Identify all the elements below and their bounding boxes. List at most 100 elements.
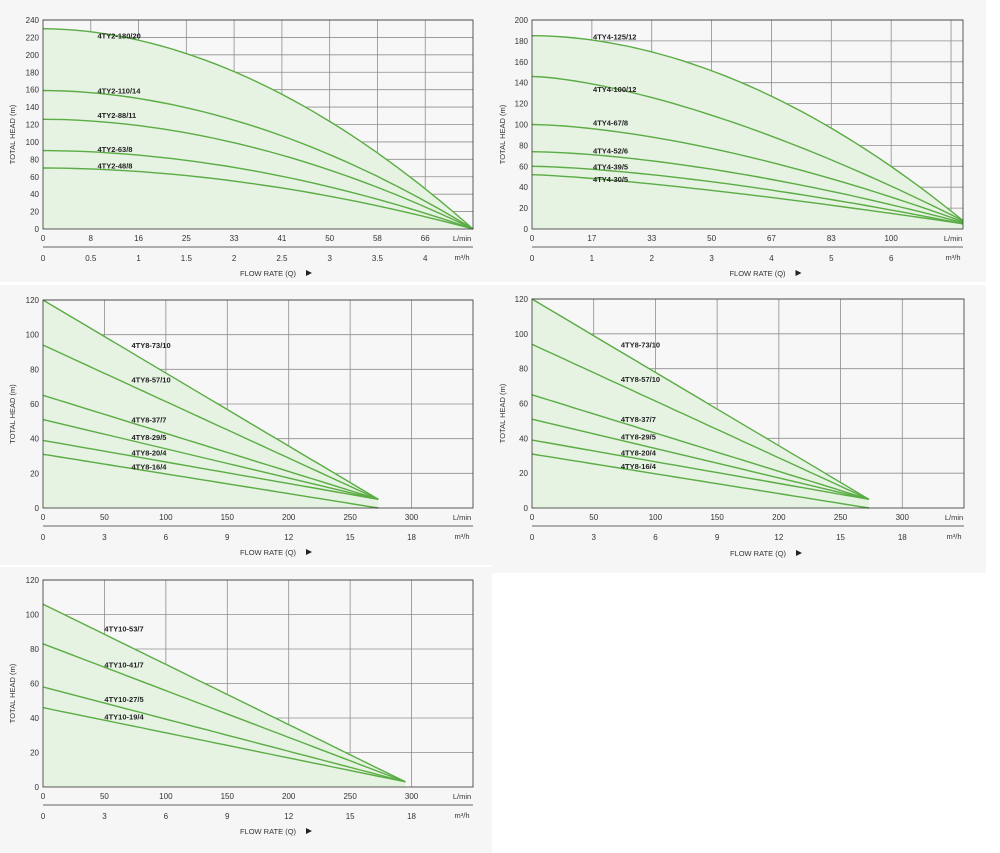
y-tick-label: 220 (26, 33, 40, 42)
x-tick-label: 200 (282, 792, 296, 801)
y-tick-label: 40 (30, 714, 39, 723)
x2-tick-label: 0 (530, 533, 535, 542)
series-line-4ty4-125-12 (531, 35, 964, 222)
y-tick-label: 0 (35, 225, 40, 234)
series-line-4ty4-39-5 (531, 165, 964, 225)
x2-tick-label: 6 (889, 254, 894, 263)
series-label: 4TY8-29/5 (131, 433, 166, 442)
x-tick-label: 150 (710, 513, 724, 522)
series-label: 4TY8-20/4 (131, 449, 167, 458)
x-tick-label: 200 (282, 513, 296, 522)
y-tick-label: 120 (515, 295, 529, 304)
x2-tick-label: 4 (769, 254, 774, 263)
x-tick-label: 150 (221, 792, 235, 801)
series-label: 4TY2-110/14 (97, 87, 141, 96)
y-axis-arrow-icon (10, 630, 15, 638)
x2-tick-label: 1 (136, 254, 141, 263)
x-tick-label: 67 (767, 234, 776, 243)
y-tick-label: 80 (519, 141, 528, 150)
x-axis-arrow-icon (796, 550, 802, 556)
y-tick-label: 120 (26, 121, 40, 130)
y-tick-label: 60 (519, 162, 528, 171)
series-line-4ty4-67-8 (531, 123, 964, 223)
x2-tick-label: 0 (41, 533, 46, 542)
x2-tick-label: 3 (709, 254, 714, 263)
x-tick-label: 100 (159, 792, 173, 801)
y-tick-label: 100 (26, 611, 40, 620)
series-label: 4TY8-57/10 (131, 376, 170, 385)
plot-border (42, 299, 474, 509)
y-axis-arrow-icon (10, 71, 15, 79)
x-tick-label: 150 (221, 513, 235, 522)
x2-tick-label: 9 (225, 812, 230, 821)
series-label: 4TY4-39/5 (593, 162, 628, 171)
series-label: 4TY10-53/7 (104, 624, 143, 633)
y-tick-label: 180 (26, 68, 40, 77)
chart-panel-4ty2: 4TY2-180/20 4TY2-110/14 4TY2-88/11 4TY2-63/… (0, 0, 490, 282)
series-label: 4TY8-37/7 (621, 415, 656, 424)
x-tick-label: 66 (421, 234, 430, 243)
x2-tick-label: 9 (225, 533, 230, 542)
y-tick-label: 60 (30, 400, 39, 409)
x2-unit-label: m³/h (946, 253, 961, 262)
x-axis-label: FLOW RATE (Q) (240, 548, 297, 557)
y-tick-label: 40 (519, 183, 528, 192)
x-tick-label: 300 (896, 513, 910, 522)
x-axis-arrow-icon (306, 828, 312, 834)
x2-tick-label: 6 (164, 812, 169, 821)
y-tick-label: 40 (519, 434, 528, 443)
x-tick-label: 0 (41, 792, 46, 801)
series-line-4ty4-30-5 (531, 174, 964, 225)
x-tick-label: 250 (343, 792, 357, 801)
x-tick-label: 50 (589, 513, 598, 522)
x2-tick-label: 18 (407, 812, 416, 821)
y-tick-label: 20 (30, 749, 39, 758)
y-tick-label: 140 (515, 79, 529, 88)
x2-unit-label: m³/h (455, 811, 470, 820)
x-tick-label: 41 (277, 234, 286, 243)
y-tick-label: 100 (26, 331, 40, 340)
plot-border (42, 19, 474, 230)
series-label: 4TY4-30/5 (593, 175, 628, 184)
y-axis-label: TOTAL HEAD (m) (8, 104, 17, 164)
y-tick-label: 40 (30, 190, 39, 199)
x-unit-label: L/min (945, 513, 963, 522)
y-tick-label: 140 (26, 103, 40, 112)
series-label: 4TY2-63/8 (97, 145, 132, 154)
x-unit-label: L/min (944, 234, 962, 243)
series-line-4ty10-53-7 (42, 603, 406, 783)
plot-border (42, 579, 474, 788)
series-line-4ty10-27-5 (42, 686, 406, 783)
y-tick-label: 100 (515, 330, 529, 339)
x2-tick-label: 3 (102, 812, 107, 821)
y-tick-label: 200 (515, 16, 529, 25)
x2-tick-label: 18 (898, 533, 907, 542)
x2-tick-label: 2 (649, 254, 654, 263)
series-label: 4TY8-73/10 (131, 341, 170, 350)
y-tick-label: 160 (26, 86, 40, 95)
x-tick-label: 0 (41, 234, 46, 243)
y-tick-label: 80 (519, 365, 528, 374)
x2-tick-label: 2.5 (276, 254, 288, 263)
x2-tick-label: 12 (284, 533, 293, 542)
x2-tick-label: 12 (774, 533, 783, 542)
plot-border (531, 298, 965, 509)
x2-tick-label: 0 (41, 254, 46, 263)
y-tick-label: 80 (30, 645, 39, 654)
chart-svg-4ty10: 4TY10-53/7 4TY10-41/7 4TY10-27/5 4TY10-19/4… (8, 576, 474, 836)
series-line-4ty10-19-4 (42, 706, 406, 783)
series-label: 4TY8-29/5 (621, 433, 656, 442)
series-line-4ty8-37-7 (531, 394, 870, 500)
x-tick-label: 50 (100, 513, 109, 522)
x2-tick-label: 5 (829, 254, 834, 263)
x2-tick-label: 6 (164, 533, 169, 542)
x-unit-label: L/min (453, 792, 471, 801)
series-line-4ty8-57-10 (531, 343, 870, 500)
curve-fill-area (43, 604, 406, 787)
curve-fill-area (532, 35, 963, 230)
y-axis-label: TOTAL HEAD (m) (8, 384, 17, 444)
series-line-4ty8-29-5 (531, 418, 870, 500)
x-tick-label: 200 (772, 513, 786, 522)
curve-fill-area (43, 28, 473, 230)
x2-unit-label: m³/h (455, 253, 470, 262)
